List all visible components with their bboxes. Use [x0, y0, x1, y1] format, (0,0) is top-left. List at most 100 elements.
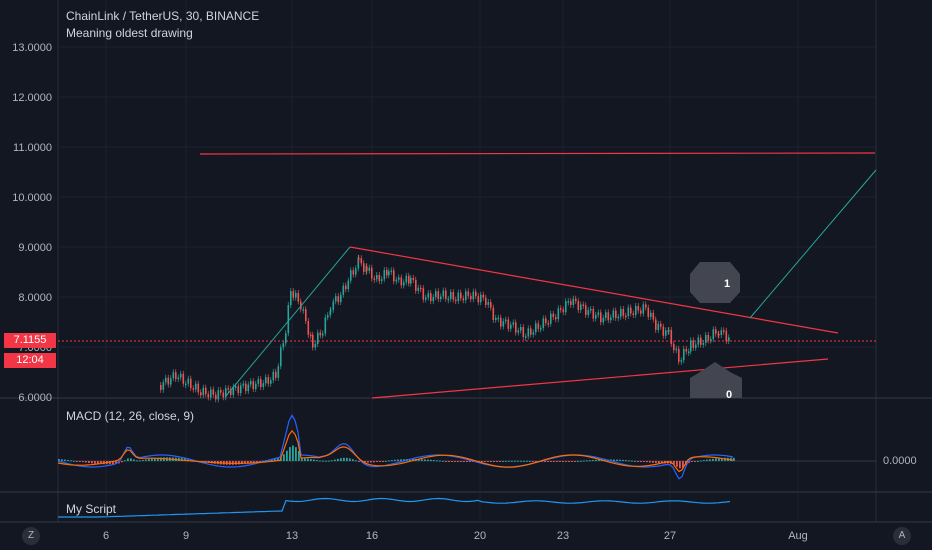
macd-histogram-bar	[679, 461, 681, 469]
candle-body	[652, 312, 655, 320]
candle-body	[697, 337, 700, 345]
ascending-trendline[interactable]	[371, 358, 829, 399]
descending-trendline[interactable]	[349, 246, 839, 334]
macd-histogram-bar	[547, 461, 549, 462]
macd-indicator-label[interactable]: MACD (12, 26, close, 9)	[66, 409, 195, 423]
upper-marker-label: 1	[724, 278, 731, 290]
macd-histogram-bar	[703, 460, 705, 462]
auto-scale-button[interactable]: A	[893, 527, 911, 545]
macd-histogram-bar	[145, 459, 147, 461]
candle-body	[532, 332, 535, 335]
candle-body	[517, 330, 520, 333]
candle-body	[307, 320, 310, 335]
candle-body	[340, 294, 342, 303]
timezone-button[interactable]: Z	[22, 527, 40, 545]
teal-trendline-left[interactable]	[225, 246, 351, 397]
candle-body	[400, 277, 403, 286]
candle-body	[668, 330, 670, 332]
candle-body	[602, 317, 605, 323]
macd-histogram-bar	[430, 459, 432, 461]
candle-body	[366, 266, 368, 271]
macd-histogram-bar	[391, 460, 393, 462]
candle-body	[452, 292, 455, 300]
macd-histogram-bar	[121, 461, 123, 463]
candle-body	[410, 277, 412, 284]
candle-body	[215, 394, 217, 400]
macd-histogram-bar	[619, 459, 621, 461]
macd-histogram-bar	[85, 461, 87, 463]
candle-body	[405, 275, 408, 283]
candle-body	[495, 317, 497, 320]
candle-body	[585, 305, 587, 315]
candle-body	[388, 271, 390, 276]
candle-body	[678, 348, 680, 362]
horizontal-resistance-line[interactable]	[199, 152, 876, 155]
candle-body	[217, 390, 220, 400]
macd-histogram-bar	[535, 461, 537, 462]
candle-body	[237, 386, 240, 394]
macd-histogram-bar	[442, 460, 444, 462]
candle-body	[403, 282, 405, 286]
price-tick-label: 8.0000	[18, 292, 52, 304]
candle-body	[312, 334, 314, 348]
macd-histogram-bar	[550, 461, 552, 462]
candle-body	[690, 340, 692, 352]
macd-histogram-bar	[277, 458, 279, 461]
candle-body	[702, 342, 705, 345]
macd-histogram-bar	[322, 460, 324, 462]
candle-body	[427, 293, 430, 298]
macd-histogram-bar	[274, 458, 276, 461]
candle-body	[647, 307, 650, 317]
macd-histogram-bar	[352, 459, 354, 461]
macd-histogram-bar	[256, 461, 258, 462]
price-tick-label: 11.0000	[13, 142, 52, 154]
macd-histogram-bar	[157, 457, 159, 461]
candle-body	[335, 296, 337, 302]
my-script-line	[58, 497, 731, 518]
macd-histogram-bar	[289, 447, 291, 461]
macd-histogram-bar	[418, 459, 420, 461]
candle-body	[660, 323, 662, 327]
candle-body	[700, 337, 702, 345]
candle-body	[262, 383, 265, 388]
candle-body	[324, 317, 327, 334]
candle-body	[200, 392, 202, 396]
macd-histogram-bar	[544, 461, 546, 462]
macd-histogram-bar	[253, 461, 255, 463]
macd-histogram-bar	[688, 461, 690, 464]
candle-body	[175, 372, 177, 380]
candle-body	[430, 293, 432, 302]
candle-body	[212, 389, 215, 395]
macd-histogram-bar	[562, 461, 564, 462]
candle-body	[655, 319, 657, 330]
teal-trendline-right[interactable]	[749, 169, 877, 319]
candle-body	[680, 360, 683, 362]
candle-body	[386, 270, 388, 276]
candle-body	[688, 351, 690, 354]
macd-histogram-bar	[58, 459, 60, 461]
candle-body	[512, 322, 515, 325]
macd-histogram-bar	[364, 461, 366, 463]
candle-body	[507, 319, 510, 329]
macd-histogram-bar	[445, 461, 447, 462]
macd-histogram-bar	[97, 461, 99, 464]
macd-histogram-bar	[241, 461, 243, 465]
candle-body	[314, 343, 317, 348]
candle-body	[230, 389, 232, 395]
candle-body	[670, 330, 673, 344]
my-script-label[interactable]: My Script	[66, 502, 117, 516]
macd-histogram-bar	[325, 460, 327, 462]
candle-body	[627, 307, 630, 316]
candle-body	[197, 383, 200, 393]
macd-histogram-bar	[682, 461, 684, 468]
macd-histogram-bar	[304, 458, 306, 461]
macd-histogram-bar	[706, 459, 708, 461]
candle-body	[225, 388, 227, 398]
candle-body	[432, 297, 435, 302]
macd-histogram-bar	[115, 461, 117, 464]
macd-histogram-bar	[481, 461, 483, 462]
candle-body	[195, 383, 197, 390]
candle-body	[537, 323, 540, 329]
candle-body	[477, 296, 480, 303]
